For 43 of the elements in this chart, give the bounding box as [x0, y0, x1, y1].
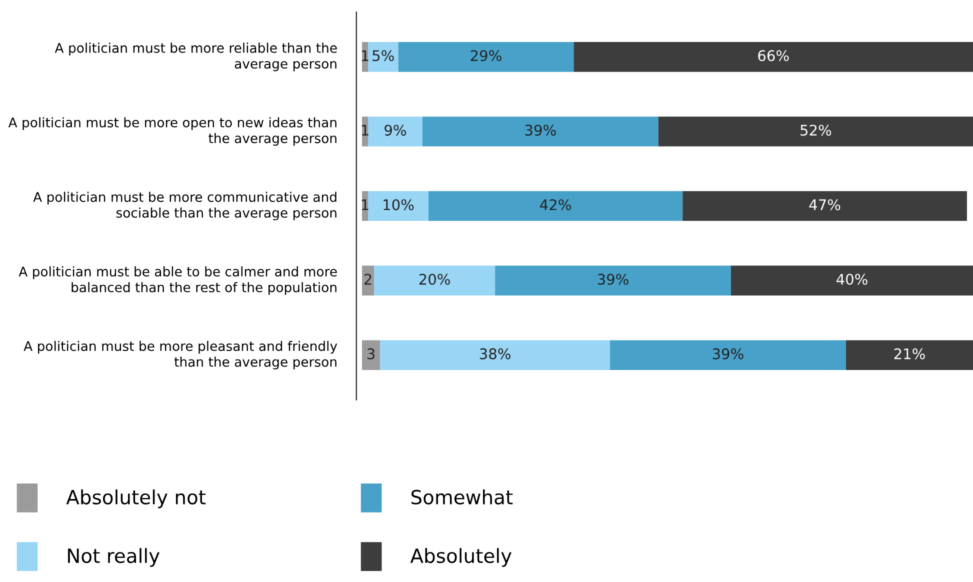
data-label: 52% [800, 124, 832, 136]
y-tick-label: A politician must be more reliable than the average person [54, 42, 337, 72]
bar [368, 191, 429, 221]
bar [495, 266, 731, 296]
legend-label: Absolutely [410, 548, 512, 567]
data-label: 29% [470, 50, 502, 62]
data-label: 21% [894, 348, 925, 360]
bar [682, 191, 967, 221]
bar [428, 191, 683, 221]
bar [574, 42, 973, 72]
data-label: 39% [598, 274, 628, 285]
y-tick-label: A politician must be able to be calmer and more balanced than the rest of the population [18, 266, 337, 295]
bar [731, 266, 973, 296]
data-label: 39% [525, 124, 556, 136]
bar [368, 116, 422, 146]
bar [846, 340, 973, 370]
bar [398, 42, 574, 72]
bar [368, 42, 398, 72]
data-label: 42% [540, 199, 571, 210]
data-label: 9% [384, 124, 406, 136]
y-tick-label: A politician must be more pleasant and friendly than the average person [24, 340, 338, 370]
data-label: 10% [384, 199, 414, 210]
data-label: 40% [836, 274, 868, 285]
data-label: 38% [480, 348, 510, 360]
bar [362, 340, 380, 370]
data-label: 47% [809, 199, 840, 210]
bar [374, 266, 496, 296]
bar [658, 116, 973, 146]
data-label: 39% [712, 348, 744, 360]
data-label: 5% [372, 50, 394, 62]
legend-label: Somewhat [411, 489, 513, 504]
data-label: 20% [419, 274, 450, 285]
bar [610, 340, 846, 370]
bar [362, 266, 374, 296]
bar [380, 340, 610, 370]
data-label: 3 [368, 348, 374, 360]
data-label: 2 [364, 274, 372, 285]
y-tick-label: A politician must be more communicative and sociable than the average person [33, 192, 336, 220]
data-label: 66% [758, 50, 789, 62]
bar [422, 116, 658, 146]
legend-label: Absolutely not [66, 489, 206, 508]
y-tick-label: A politician must be more open to new ideas than the average person [8, 117, 336, 146]
legend-label: Not really [68, 548, 160, 567]
